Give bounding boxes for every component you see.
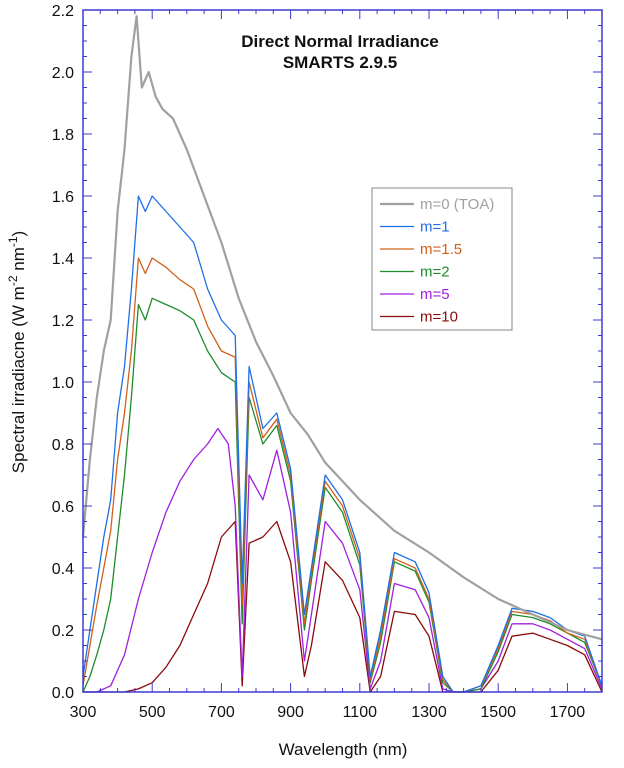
- legend-items: m=0 (TOA) m=1 m=1.5 m=2 m=5 m=10: [380, 196, 494, 326]
- x-tick-label: 900: [277, 704, 304, 721]
- legend-label: m=5: [420, 286, 450, 303]
- series-line-m-0-toa-: [81, 15, 603, 641]
- legend-label: m=1.5: [420, 241, 462, 258]
- y-tick-label: 0.0: [52, 685, 74, 702]
- y-tick-label: 1.0: [52, 375, 74, 392]
- legend-label: m=1: [420, 219, 450, 236]
- y-tick-label: 1.6: [52, 189, 74, 206]
- y-axis-title-close: ): [9, 231, 28, 237]
- y-tick-label: 0.2: [52, 623, 74, 640]
- chart-subtitle: SMARTS 2.9.5: [283, 53, 397, 72]
- x-tick-label: 1100: [343, 704, 378, 721]
- y-axis-title: Spectral irradiacne (W m-2 nm-1): [6, 231, 28, 473]
- x-tick-label: 700: [208, 704, 235, 721]
- y-axis-ticks: 0.0 0.2 0.4 0.6 0.8 1.0 1.2 1.4 1.6 1.8 2.0 2.2: [52, 3, 602, 702]
- legend-label: m=2: [420, 264, 450, 281]
- series-layer: [81, 15, 603, 693]
- x-tick-label: 1300: [411, 704, 447, 721]
- x-axis-ticks: 300 500 700 900 1100 1300 1500 1700: [70, 10, 603, 721]
- x-tick-label: 1500: [480, 704, 516, 721]
- y-tick-label: 0.4: [52, 561, 74, 578]
- x-tick-label: 300: [70, 704, 97, 721]
- y-axis-title-main: Spectral irradiacne (W m: [9, 286, 28, 473]
- y-axis-title-exp1: -2: [6, 275, 20, 286]
- y-tick-label: 1.2: [52, 313, 74, 330]
- legend-label: m=10: [420, 309, 458, 326]
- series-line-m-10: [83, 520, 603, 693]
- y-tick-label: 1.8: [52, 127, 74, 144]
- x-axis-title: Wavelength (nm): [279, 740, 408, 759]
- y-tick-label: 0.6: [52, 499, 74, 516]
- y-tick-label: 1.4: [52, 251, 74, 268]
- series-line-m-1: [82, 195, 603, 693]
- series-line-m-5: [83, 427, 603, 693]
- x-tick-label: 500: [139, 704, 166, 721]
- legend-box: [371, 187, 513, 331]
- y-tick-label: 2.2: [52, 3, 74, 20]
- y-axis-title-exp2: -1: [6, 236, 20, 247]
- y-tick-label: 0.8: [52, 437, 74, 454]
- chart-title: Direct Normal Irradiance: [241, 32, 438, 51]
- legend: m=0 (TOA) m=1 m=1.5 m=2 m=5 m=10: [371, 187, 513, 331]
- legend-label: m=0 (TOA): [420, 196, 494, 213]
- y-tick-label: 2.0: [52, 65, 74, 82]
- y-axis-title-mid: nm: [9, 247, 28, 275]
- x-tick-label: 1700: [550, 704, 586, 721]
